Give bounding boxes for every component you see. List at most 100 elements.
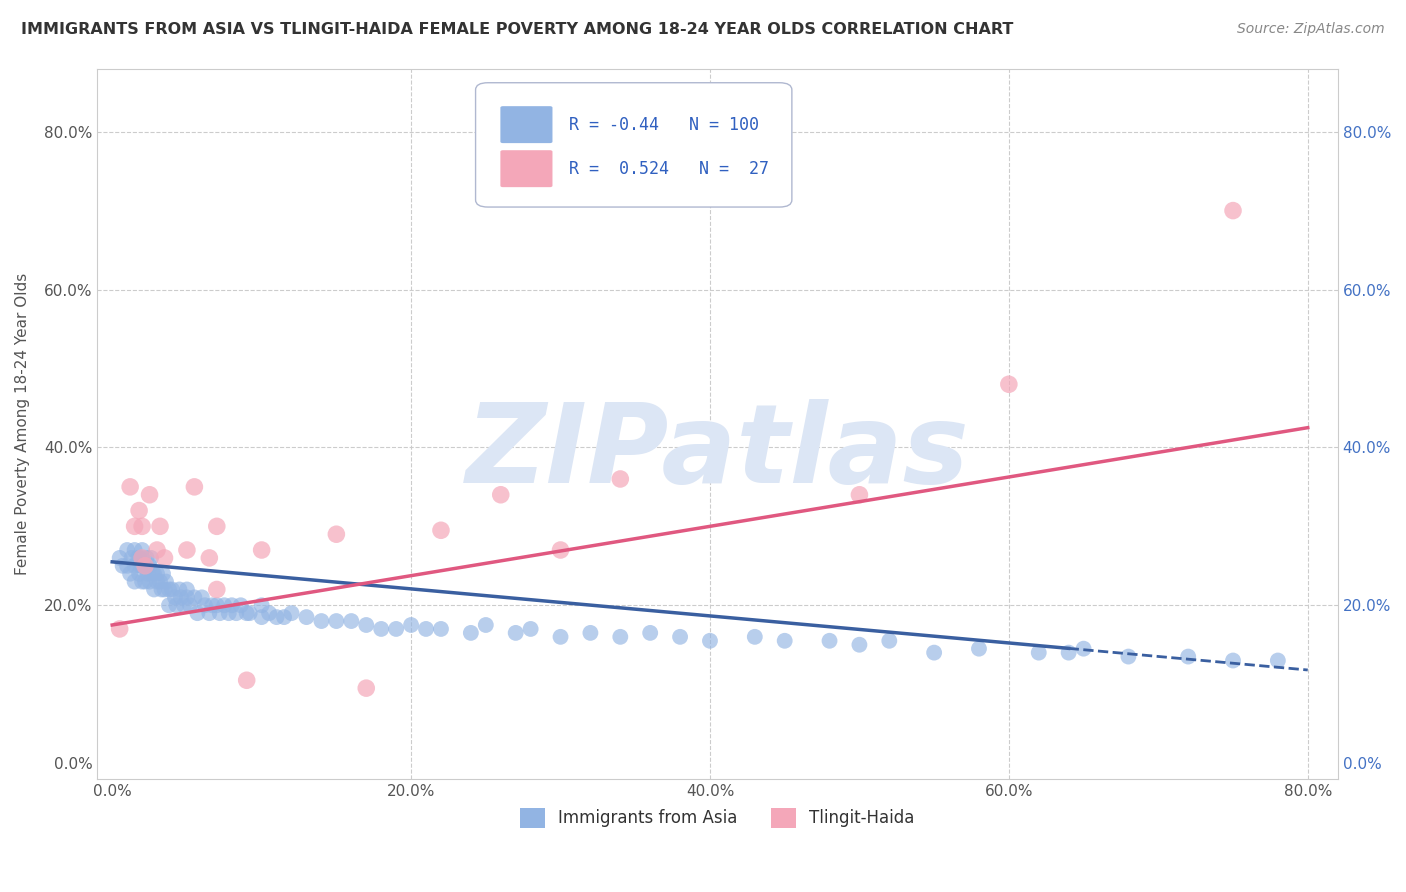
Point <box>669 630 692 644</box>
Point <box>163 591 186 605</box>
Point <box>183 591 205 605</box>
Point <box>201 599 224 613</box>
Point <box>134 558 156 573</box>
Point <box>146 543 169 558</box>
Text: ZIPatlas: ZIPatlas <box>465 399 969 506</box>
Point <box>183 480 205 494</box>
Point <box>257 606 280 620</box>
Point <box>131 558 153 573</box>
Point <box>460 626 482 640</box>
Point <box>131 519 153 533</box>
FancyBboxPatch shape <box>501 106 553 143</box>
Point <box>121 550 143 565</box>
Point <box>579 626 602 640</box>
Point <box>1267 653 1289 667</box>
Point <box>1118 649 1140 664</box>
Point <box>157 599 180 613</box>
Point <box>250 543 273 558</box>
Point <box>609 630 631 644</box>
Point <box>115 543 138 558</box>
Point <box>354 618 377 632</box>
Text: Source: ZipAtlas.com: Source: ZipAtlas.com <box>1237 22 1385 37</box>
Point <box>385 622 408 636</box>
Point <box>266 610 288 624</box>
Point <box>186 606 208 620</box>
Point <box>108 622 131 636</box>
Point <box>170 591 193 605</box>
Point <box>239 606 262 620</box>
Point <box>143 566 166 581</box>
Point <box>124 574 146 589</box>
Point <box>399 618 422 632</box>
Point <box>131 574 153 589</box>
Point <box>128 503 150 517</box>
Point <box>208 606 231 620</box>
Point <box>818 633 841 648</box>
Point <box>295 610 318 624</box>
FancyBboxPatch shape <box>475 83 792 207</box>
FancyBboxPatch shape <box>501 150 553 187</box>
Point <box>1057 646 1080 660</box>
Point <box>127 550 149 565</box>
Point <box>273 610 295 624</box>
Point <box>141 566 163 581</box>
Point <box>124 543 146 558</box>
Point <box>160 582 183 597</box>
Point <box>225 606 247 620</box>
Point <box>325 527 347 541</box>
Point <box>519 622 541 636</box>
Point <box>475 618 498 632</box>
Point <box>134 574 156 589</box>
Text: IMMIGRANTS FROM ASIA VS TLINGIT-HAIDA FEMALE POVERTY AMONG 18-24 YEAR OLDS CORRE: IMMIGRANTS FROM ASIA VS TLINGIT-HAIDA FE… <box>21 22 1014 37</box>
Point <box>205 599 228 613</box>
Point <box>152 566 174 581</box>
Point <box>205 519 228 533</box>
Point <box>638 626 661 640</box>
Point <box>149 574 172 589</box>
Point <box>1073 641 1095 656</box>
Point <box>370 622 392 636</box>
Point <box>129 558 152 573</box>
Point <box>229 599 252 613</box>
Point <box>218 606 240 620</box>
Point <box>135 550 157 565</box>
Point <box>1028 646 1050 660</box>
Point <box>205 582 228 597</box>
Point <box>214 599 236 613</box>
Point <box>430 622 453 636</box>
Point <box>111 558 134 573</box>
Point <box>124 558 146 573</box>
Point <box>967 641 990 656</box>
Point <box>550 630 572 644</box>
Point <box>773 633 796 648</box>
Text: R = -0.44   N = 100: R = -0.44 N = 100 <box>568 116 759 134</box>
Point <box>1177 649 1199 664</box>
Point <box>120 480 142 494</box>
Point <box>153 582 176 597</box>
Point <box>699 633 721 648</box>
Point <box>149 519 172 533</box>
Point <box>609 472 631 486</box>
Y-axis label: Female Poverty Among 18-24 Year Olds: Female Poverty Among 18-24 Year Olds <box>15 273 30 574</box>
Point <box>155 574 177 589</box>
Point <box>505 626 527 640</box>
Point <box>1222 203 1244 218</box>
Point <box>138 488 160 502</box>
Point <box>221 599 243 613</box>
Point <box>998 377 1021 392</box>
Point <box>235 673 257 688</box>
Point <box>120 566 142 581</box>
Text: R =  0.524   N =  27: R = 0.524 N = 27 <box>568 160 769 178</box>
Point <box>340 614 363 628</box>
Legend: Immigrants from Asia, Tlingit-Haida: Immigrants from Asia, Tlingit-Haida <box>513 801 921 835</box>
Point <box>489 488 512 502</box>
Point <box>744 630 766 644</box>
Point <box>1222 653 1244 667</box>
Point <box>146 574 169 589</box>
Point <box>250 610 273 624</box>
Point <box>136 566 159 581</box>
Point <box>176 543 198 558</box>
Point <box>153 550 176 565</box>
Point <box>143 582 166 597</box>
Point <box>128 550 150 565</box>
